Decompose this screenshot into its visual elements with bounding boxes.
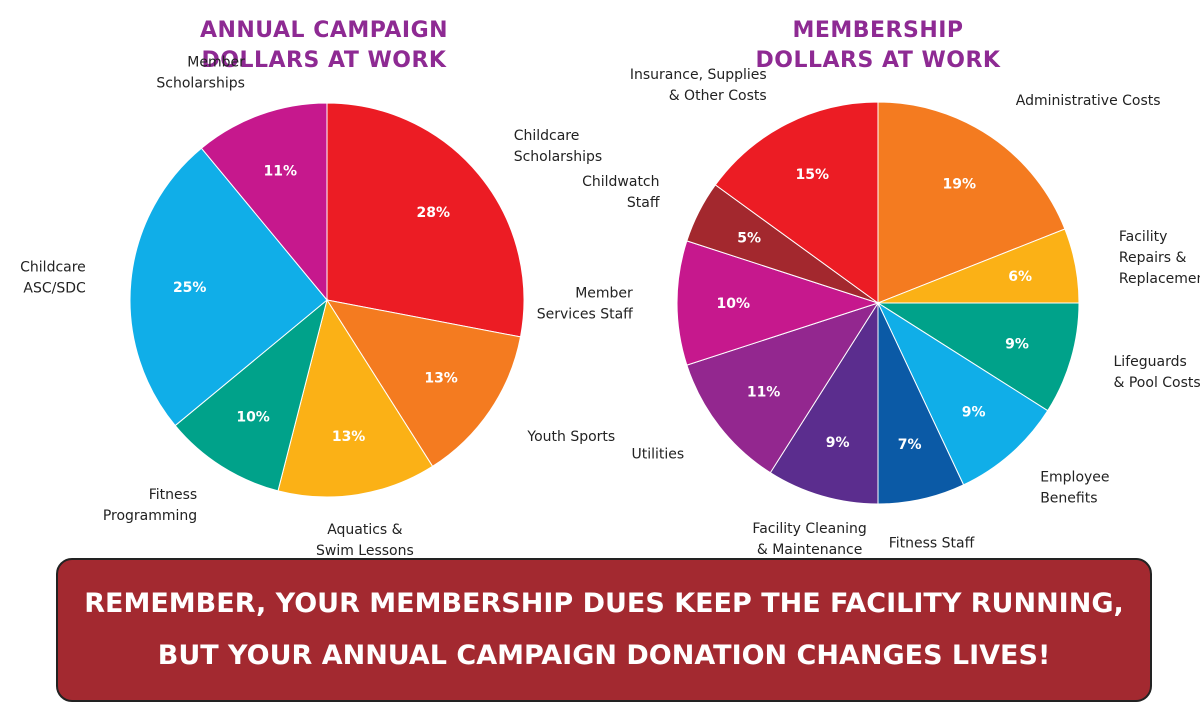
- membership-category-label-2-line-0: Lifeguards: [1114, 354, 1187, 370]
- membership-category-label-1-line-1: Repairs &: [1119, 250, 1187, 266]
- annual-slice-3: [174, 298, 328, 492]
- membership-title-line-2: DOLLARS AT WORK: [755, 48, 1001, 73]
- membership-category-label-8-line-1: Staff: [627, 195, 660, 211]
- annual-campaign-title-line-1: ANNUAL CAMPAIGN: [199, 18, 449, 43]
- membership-value-label-9: 15%: [796, 167, 830, 183]
- membership-slice-0: [877, 101, 1066, 304]
- annual-value-label-3: 10%: [236, 409, 270, 425]
- membership-category-label-7-line-1: Services Staff: [537, 307, 633, 323]
- membership-value-label-6: 11%: [747, 385, 781, 401]
- annual-value-label-5: 11%: [264, 163, 298, 179]
- membership-slice-9: [714, 101, 879, 304]
- membership-slice-3: [876, 301, 1049, 486]
- annual-value-label-4: 25%: [173, 280, 207, 296]
- annual-category-label-4-line-1: ASC/SDC: [23, 281, 86, 297]
- membership-slice-6: [686, 302, 880, 474]
- membership-category-label-7-line-0: Member: [575, 286, 633, 302]
- membership-category-label-5: Facility Cleaning & Maintenance: [752, 521, 866, 558]
- membership-category-label-1-line-2: Replacement: [1119, 271, 1200, 287]
- annual-category-label-1: Youth Sports: [526, 429, 615, 445]
- membership-value-label-1: 6%: [1008, 269, 1032, 285]
- annual-category-label-1-line-0: Youth Sports: [526, 429, 615, 445]
- membership-title: MEMBERSHIP DOLLARS AT WORK: [678, 16, 1078, 76]
- annual-slice-2: [277, 298, 434, 498]
- annual-campaign-title: ANNUAL CAMPAIGN DOLLARS AT WORK: [124, 16, 524, 76]
- annual-value-label-1: 13%: [424, 371, 458, 387]
- membership-value-label-5: 9%: [826, 435, 850, 451]
- annual-category-label-5-line-1: Scholarships: [156, 76, 244, 92]
- membership-value-label-3: 9%: [962, 405, 986, 421]
- membership-category-label-1: Facility Repairs & Replacement: [1119, 229, 1200, 287]
- annual-category-label-0: Childcare Scholarships: [514, 128, 602, 165]
- membership-category-label-9-line-0: Insurance, Supplies: [630, 67, 767, 83]
- reminder-banner: REMEMBER, YOUR MEMBERSHIP DUES KEEP THE …: [56, 558, 1152, 702]
- membership-category-label-1-line-0: Facility: [1119, 229, 1168, 245]
- membership-category-label-6: Utilities: [631, 446, 684, 462]
- membership-slice-2: [876, 302, 1080, 412]
- membership-value-label-8: 5%: [737, 230, 761, 246]
- annual-slice-4: [129, 147, 328, 427]
- membership-value-label-7: 10%: [717, 296, 751, 312]
- membership-slice-5: [769, 301, 879, 505]
- annual-category-label-0-line-0: Childcare: [514, 128, 580, 144]
- annual-value-label-0: 28%: [417, 205, 451, 221]
- membership-category-label-2-line-1: & Pool Costs: [1114, 375, 1200, 391]
- annual-category-label-4-line-0: Childcare: [20, 260, 86, 276]
- annual-category-label-2-line-0: Aquatics &: [327, 522, 402, 538]
- banner-line-2: BUT YOUR ANNUAL CAMPAIGN DONATION CHANGE…: [157, 640, 1051, 671]
- annual-campaign-title-line-2: DOLLARS AT WORK: [201, 48, 447, 73]
- membership-category-label-3-line-1: Benefits: [1040, 490, 1097, 506]
- membership-category-label-5-line-0: Facility Cleaning: [752, 521, 866, 537]
- membership-category-label-3-line-0: Employee: [1040, 469, 1109, 485]
- membership-category-label-5-line-1: & Maintenance: [757, 542, 863, 558]
- annual-category-label-2: Aquatics & Swim Lessons: [316, 522, 414, 559]
- annual-category-label-5: Member Scholarships: [156, 55, 245, 92]
- membership-category-label-0: Administrative Costs: [1016, 93, 1161, 109]
- annual-category-label-3-line-1: Programming: [103, 508, 197, 524]
- annual-category-label-0-line-1: Scholarships: [514, 149, 602, 165]
- membership-category-label-8-line-0: Childwatch: [582, 174, 659, 190]
- annual-slice-1: [325, 299, 522, 468]
- annual-value-label-2: 13%: [332, 429, 366, 445]
- membership-title-line-1: MEMBERSHIP: [792, 18, 964, 43]
- membership-slice-7: [676, 240, 880, 366]
- membership-value-label-4: 7%: [898, 437, 922, 453]
- membership-value-label-2: 9%: [1005, 336, 1029, 352]
- annual-slice-0: [326, 102, 525, 338]
- membership-category-label-6-line-0: Utilities: [631, 446, 684, 462]
- membership-category-label-2: Lifeguards & Pool Costs: [1114, 354, 1200, 391]
- banner-line-1: REMEMBER, YOUR MEMBERSHIP DUES KEEP THE …: [84, 588, 1124, 619]
- membership-category-label-4-line-0: Fitness Staff: [889, 535, 975, 551]
- membership-category-label-3: Employee Benefits: [1040, 469, 1109, 506]
- membership-category-label-9: Insurance, Supplies & Other Costs: [630, 67, 767, 104]
- membership-value-label-0: 19%: [943, 176, 977, 192]
- annual-category-label-4: Childcare ASC/SDC: [20, 260, 86, 297]
- membership-category-label-7: Member Services Staff: [537, 286, 633, 323]
- annual-slice-5: [200, 102, 328, 302]
- annual-category-label-5-line-0: Member: [187, 55, 245, 71]
- annual-category-label-2-line-1: Swim Lessons: [316, 543, 414, 559]
- membership-category-label-9-line-1: & Other Costs: [669, 88, 767, 104]
- membership-category-label-4: Fitness Staff: [889, 535, 975, 551]
- membership-category-label-0-line-0: Administrative Costs: [1016, 93, 1161, 109]
- membership-category-label-8: Childwatch Staff: [582, 174, 660, 211]
- annual-category-label-3: Fitness Programming: [103, 487, 197, 524]
- annual-category-label-3-line-0: Fitness: [149, 487, 198, 503]
